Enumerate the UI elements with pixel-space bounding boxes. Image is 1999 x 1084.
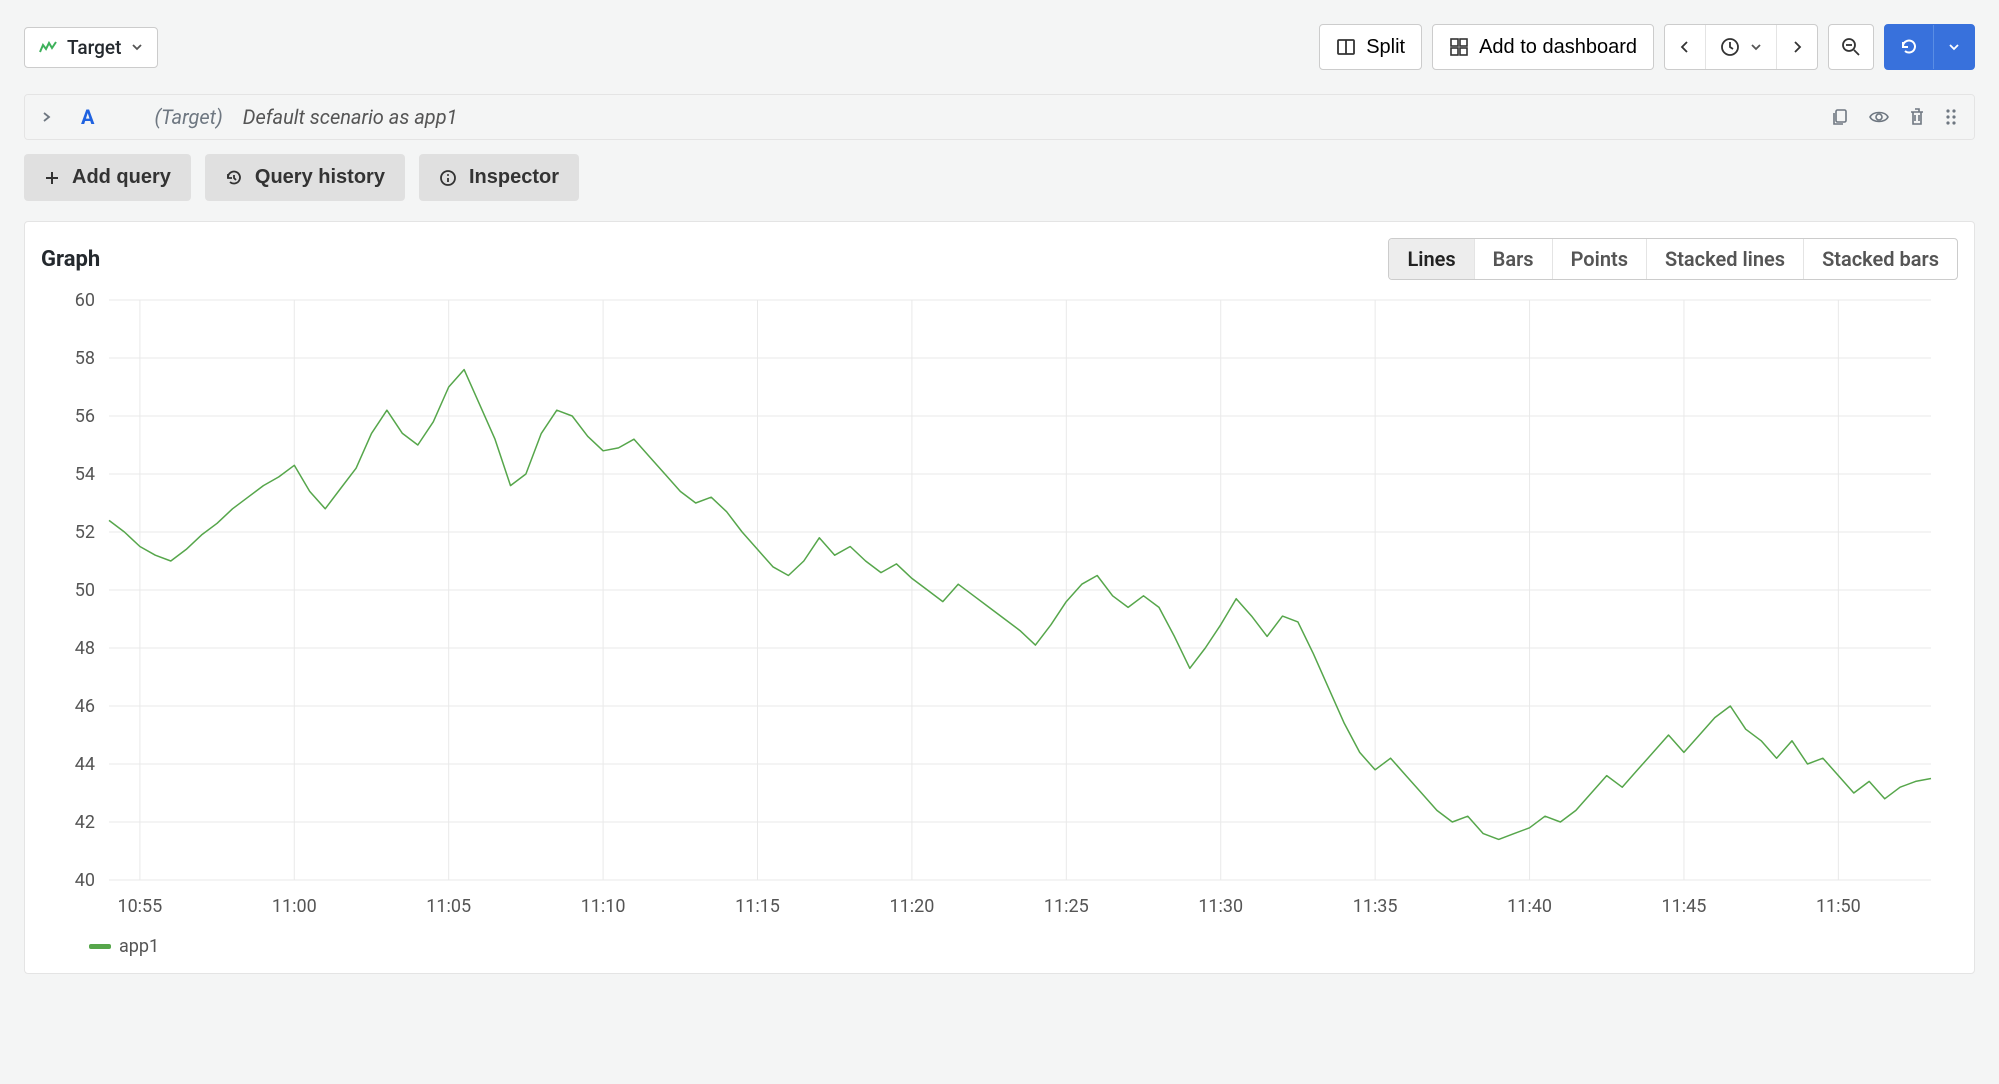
chevron-down-icon: [131, 41, 143, 53]
duplicate-query-button[interactable]: [1830, 107, 1850, 127]
toolbar-left: Target: [24, 27, 158, 68]
svg-text:11:50: 11:50: [1816, 896, 1861, 917]
delete-query-button[interactable]: [1908, 107, 1926, 127]
panel-title: Graph: [41, 247, 100, 272]
svg-text:11:05: 11:05: [426, 896, 471, 917]
svg-text:11:20: 11:20: [890, 896, 935, 917]
top-toolbar: Target Split Add to dashboard: [24, 24, 1975, 70]
svg-text:46: 46: [75, 696, 95, 717]
history-icon: [225, 169, 243, 187]
run-query-button[interactable]: [1885, 25, 1934, 69]
query-history-button[interactable]: Query history: [205, 154, 405, 201]
time-next-button[interactable]: [1777, 25, 1817, 69]
svg-text:44: 44: [75, 754, 95, 775]
svg-text:10:55: 10:55: [117, 896, 162, 917]
toolbar-right: Split Add to dashboard: [1319, 24, 1975, 70]
add-to-dashboard-label: Add to dashboard: [1479, 36, 1637, 59]
viz-option-stacked-bars[interactable]: Stacked bars: [1804, 239, 1957, 279]
chart-container: 40 42 44 46 48 50 52 54 56 58 60 10:55 11:00 11:05 11:…: [41, 290, 1958, 930]
svg-text:40: 40: [75, 870, 95, 891]
add-to-dashboard-button[interactable]: Add to dashboard: [1432, 24, 1654, 70]
svg-text:11:00: 11:00: [272, 896, 317, 917]
legend-swatch: [89, 944, 111, 949]
svg-text:54: 54: [75, 464, 95, 485]
viz-option-lines[interactable]: Lines: [1389, 239, 1474, 279]
query-rows-container: A (Target) Default scenario as app1: [24, 94, 1975, 140]
line-chart[interactable]: 40 42 44 46 48 50 52 54 56 58 60 10:55 11:00 11:05 11:…: [41, 290, 1951, 930]
query-datasource-label: (Target): [154, 105, 222, 129]
viz-option-points[interactable]: Points: [1553, 239, 1647, 279]
expand-query-toggle[interactable]: [41, 111, 51, 123]
inspector-label: Inspector: [469, 166, 559, 189]
refresh-icon: [1899, 37, 1919, 57]
datasource-picker[interactable]: Target: [24, 27, 158, 68]
time-picker-button[interactable]: [1706, 25, 1777, 69]
svg-text:42: 42: [75, 812, 95, 833]
drag-handle-icon[interactable]: [1944, 107, 1958, 127]
svg-text:60: 60: [75, 290, 95, 311]
graph-panel: Graph LinesBarsPointsStacked linesStacke…: [24, 221, 1975, 974]
svg-text:11:45: 11:45: [1662, 896, 1707, 917]
query-actions: [1830, 107, 1958, 127]
toggle-query-visibility-button[interactable]: [1868, 107, 1890, 127]
svg-text:11:40: 11:40: [1507, 896, 1552, 917]
svg-text:58: 58: [75, 348, 95, 369]
time-range-group: [1664, 24, 1818, 70]
svg-text:11:15: 11:15: [735, 896, 780, 917]
query-letter: A: [81, 105, 94, 129]
svg-text:52: 52: [75, 522, 95, 543]
svg-text:11:10: 11:10: [581, 896, 626, 917]
zoom-out-button[interactable]: [1828, 24, 1874, 70]
chevron-down-icon: [1750, 41, 1762, 53]
svg-text:11:30: 11:30: [1198, 896, 1243, 917]
info-icon: [439, 169, 457, 187]
query-title: Default scenario as app1: [243, 105, 458, 129]
svg-text:56: 56: [75, 406, 95, 427]
datasource-label: Target: [67, 36, 121, 59]
legend-series-label: app1: [119, 936, 159, 957]
split-button[interactable]: Split: [1319, 24, 1422, 70]
svg-text:50: 50: [75, 580, 95, 601]
svg-text:48: 48: [75, 638, 95, 659]
plus-icon: [44, 170, 60, 186]
split-label: Split: [1366, 36, 1405, 59]
datasource-icon: [39, 40, 57, 54]
add-query-label: Add query: [72, 166, 171, 189]
svg-text:11:35: 11:35: [1353, 896, 1398, 917]
run-query-group: [1884, 24, 1975, 70]
time-prev-button[interactable]: [1665, 25, 1706, 69]
clock-icon: [1720, 37, 1740, 57]
inspector-button[interactable]: Inspector: [419, 154, 579, 201]
query-history-label: Query history: [255, 166, 385, 189]
viz-type-switch: LinesBarsPointsStacked linesStacked bars: [1388, 238, 1958, 280]
svg-text:11:25: 11:25: [1044, 896, 1089, 917]
run-query-dropdown[interactable]: [1934, 25, 1974, 69]
chart-legend: app1: [41, 930, 1958, 957]
split-icon: [1336, 37, 1356, 57]
add-query-button[interactable]: Add query: [24, 154, 191, 201]
panel-header: Graph LinesBarsPointsStacked linesStacke…: [41, 238, 1958, 280]
viz-option-stacked-lines[interactable]: Stacked lines: [1647, 239, 1804, 279]
grid-icon: [1449, 37, 1469, 57]
query-buttons-row: Add query Query history Inspector: [24, 154, 1975, 221]
zoom-out-icon: [1841, 37, 1861, 57]
query-row: A (Target) Default scenario as app1: [25, 95, 1974, 139]
viz-option-bars[interactable]: Bars: [1475, 239, 1553, 279]
